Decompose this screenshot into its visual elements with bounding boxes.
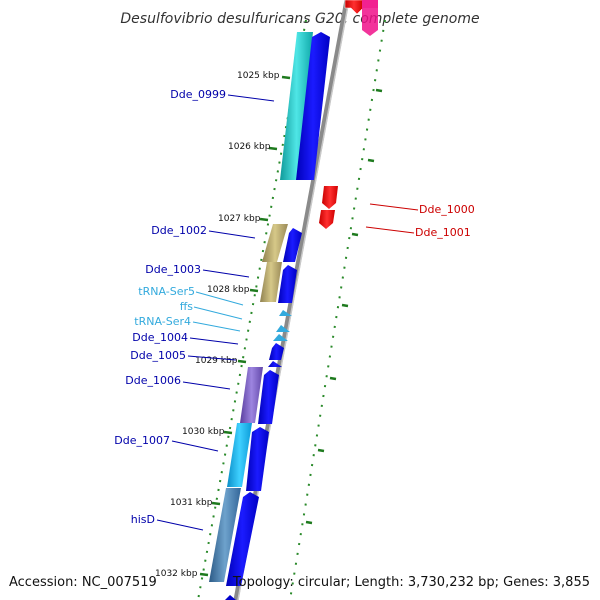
tick-marks — [199, 75, 383, 577]
gene-dde-1006-arrow[interactable] — [258, 370, 279, 424]
kbp-label: 1032 kbp — [155, 569, 198, 579]
gene-label-dde-1003[interactable]: Dde_1003 — [145, 263, 201, 276]
gene-dde-1007-feature[interactable] — [227, 423, 252, 487]
gene-label-trna-ser5[interactable]: tRNA-Ser5 — [138, 285, 195, 298]
gene-top-magenta[interactable] — [362, 0, 378, 36]
gene-label-dde-1002[interactable]: Dde_1002 — [151, 224, 207, 237]
kbp-label: 1026 kbp — [228, 142, 271, 152]
gene-label-dde-1004[interactable]: Dde_1004 — [132, 331, 188, 344]
gene-dde-1004-arrow[interactable] — [269, 343, 284, 360]
kbp-label: 1031 kbp — [170, 498, 213, 508]
gene-dde-1007-arrow[interactable] — [246, 427, 269, 491]
gene-dde-0999-feature[interactable] — [280, 32, 313, 180]
gene-dde-1006-feature[interactable] — [240, 367, 263, 423]
gene-label-trna-ser4[interactable]: tRNA-Ser4 — [134, 315, 191, 328]
gene-hisd-arrow[interactable] — [226, 492, 259, 586]
gene-hisd-feature[interactable] — [209, 488, 241, 582]
gene-dde-1001-arrow[interactable] — [319, 210, 335, 229]
gene-label-dde-0999[interactable]: Dde_0999 — [170, 88, 226, 101]
gene-dde-1005-arrow[interactable] — [268, 361, 282, 367]
gene-label-dde-1000[interactable]: Dde_1000 — [419, 203, 475, 216]
gene-label-dde-1007[interactable]: Dde_1007 — [114, 434, 170, 447]
kbp-label: 1027 kbp — [218, 214, 261, 224]
accession-text: Accession: NC_007519 — [9, 575, 157, 590]
gene-bottom-arrow[interactable] — [225, 595, 236, 600]
gene-label-hisd[interactable]: hisD — [131, 513, 155, 526]
gene-label-dde-1005[interactable]: Dde_1005 — [130, 349, 186, 362]
topology-text: Topology: circular; Length: 3,730,232 bp… — [232, 575, 590, 590]
map-title: Desulfovibrio desulfuricans G20, complet… — [120, 11, 479, 27]
gene-trna-ser4-arrow[interactable] — [273, 334, 288, 341]
gene-dde-1002-arrow[interactable] — [283, 228, 302, 262]
gene-ffs-arrow[interactable] — [276, 325, 290, 332]
gene-dde-0999-arrow[interactable] — [296, 32, 330, 180]
gene-label-dde-1001[interactable]: Dde_1001 — [415, 226, 471, 239]
gene-label-ffs[interactable]: ffs — [180, 300, 194, 313]
label-leaders — [156, 94, 419, 531]
kbp-label: 1030 kbp — [182, 427, 225, 437]
gene-dde-1003-arrow[interactable] — [278, 265, 297, 303]
kbp-label: 1029 kbp — [195, 356, 238, 366]
gene-top-red[interactable] — [344, 0, 364, 15]
kbp-label: 1025 kbp — [237, 71, 280, 81]
kbp-label: 1028 kbp — [207, 285, 250, 295]
gene-trna-ser5-arrow[interactable] — [279, 310, 292, 316]
gene-dde-1003-feature[interactable] — [260, 262, 282, 302]
gene-dde-1002-feature[interactable] — [262, 224, 288, 262]
gene-dde-1000-arrow[interactable] — [322, 186, 338, 209]
gene-label-dde-1006[interactable]: Dde_1006 — [125, 374, 181, 387]
